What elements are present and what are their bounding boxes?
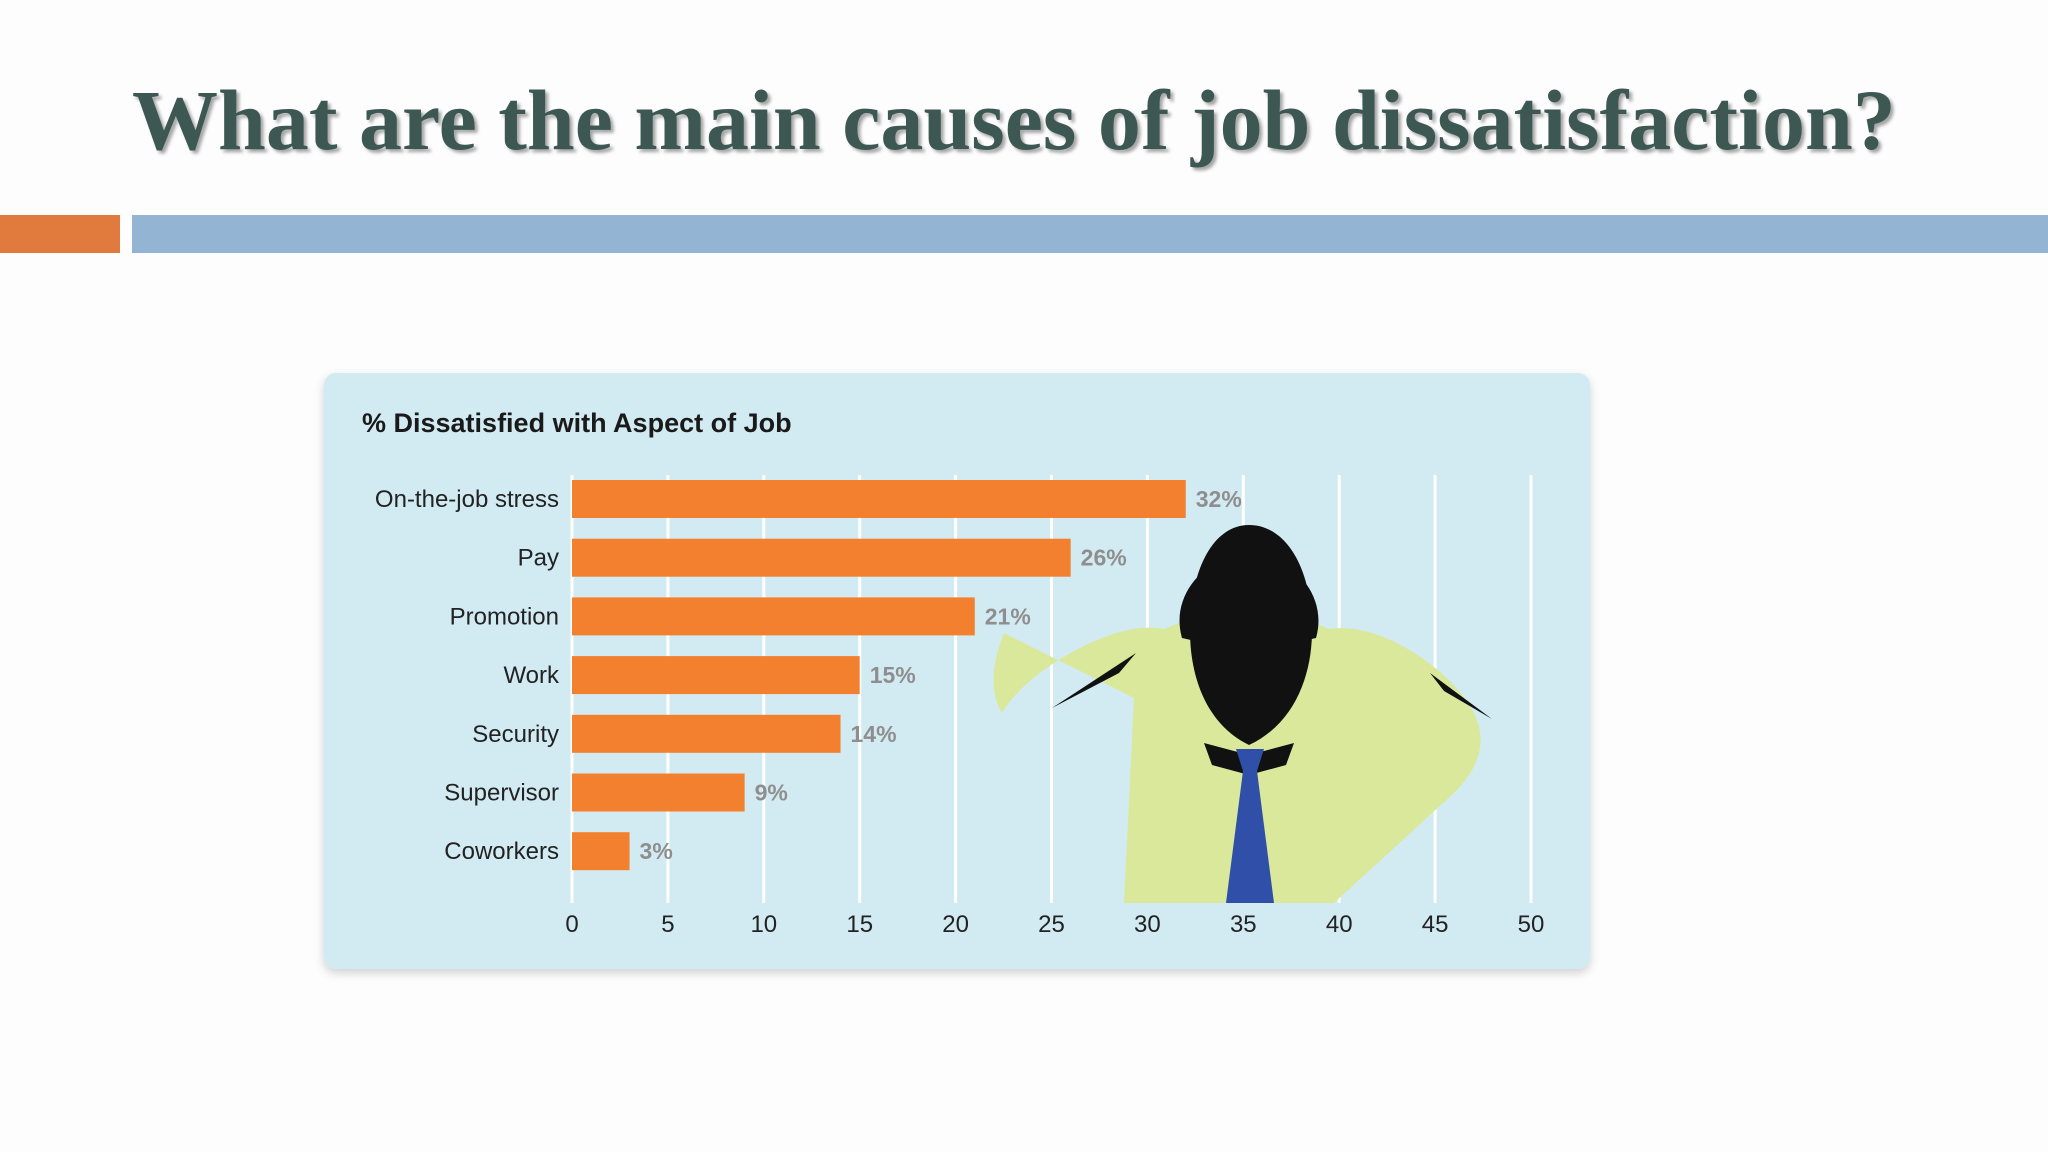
category-label: Security <box>472 721 559 748</box>
stressed-person-icon <box>993 525 1492 903</box>
category-label: Pay <box>518 545 559 572</box>
category-label: Supervisor <box>444 780 559 807</box>
category-label: Coworkers <box>444 838 559 865</box>
bar <box>572 773 745 812</box>
bar <box>572 538 1071 577</box>
bars <box>572 480 1186 871</box>
value-label: 15% <box>870 662 916 688</box>
value-label: 3% <box>640 838 673 864</box>
left-hand-shape <box>1179 561 1229 643</box>
x-tick-label: 50 <box>1518 911 1545 938</box>
category-label: Work <box>503 662 560 689</box>
bar-chart: On-the-job stress Pay Promotion Work Securit… <box>324 373 1590 969</box>
value-label: 14% <box>851 721 897 747</box>
value-label: 26% <box>1081 545 1127 571</box>
slide-title: What are the main causes of job dissatis… <box>132 72 1896 168</box>
bar <box>572 480 1186 518</box>
x-tick-label: 45 <box>1422 911 1449 938</box>
bar <box>572 656 860 695</box>
right-arm-crease <box>1430 673 1492 719</box>
x-tick-label: 25 <box>1038 911 1065 938</box>
value-label: 21% <box>985 603 1031 629</box>
accent-bar-orange <box>0 215 120 253</box>
x-tick-label: 20 <box>942 911 969 938</box>
value-label: 32% <box>1196 486 1242 512</box>
category-label: Promotion <box>450 603 559 630</box>
accent-bar-blue <box>132 215 2048 253</box>
x-tick-label: 40 <box>1326 911 1353 938</box>
x-tick-label: 10 <box>750 911 777 938</box>
value-label: 9% <box>755 780 788 806</box>
right-hand-shape <box>1269 561 1319 643</box>
category-labels: On-the-job stress Pay Promotion Work Securit… <box>375 486 560 865</box>
bar <box>572 597 975 636</box>
bar <box>572 832 630 871</box>
x-tick-label: 35 <box>1230 911 1257 938</box>
left-arm-crease <box>1052 653 1136 708</box>
chart-title: % Dissatisfied with Aspect of Job <box>362 408 792 438</box>
category-label: On-the-job stress <box>375 486 559 513</box>
chart-panel: On-the-job stress Pay Promotion Work Securit… <box>324 373 1590 969</box>
x-tick-label: 15 <box>846 911 873 938</box>
value-labels: 32% 26% 21% 15% 14% 9% 3% <box>640 486 1242 864</box>
x-tick-label: 5 <box>661 911 674 938</box>
x-tick-label: 0 <box>565 911 578 938</box>
x-axis-tick-labels: 0 5 10 15 20 25 30 35 40 45 50 <box>565 911 1544 938</box>
tie-shape <box>1226 749 1274 903</box>
bar <box>572 714 841 753</box>
x-tick-label: 30 <box>1134 911 1161 938</box>
